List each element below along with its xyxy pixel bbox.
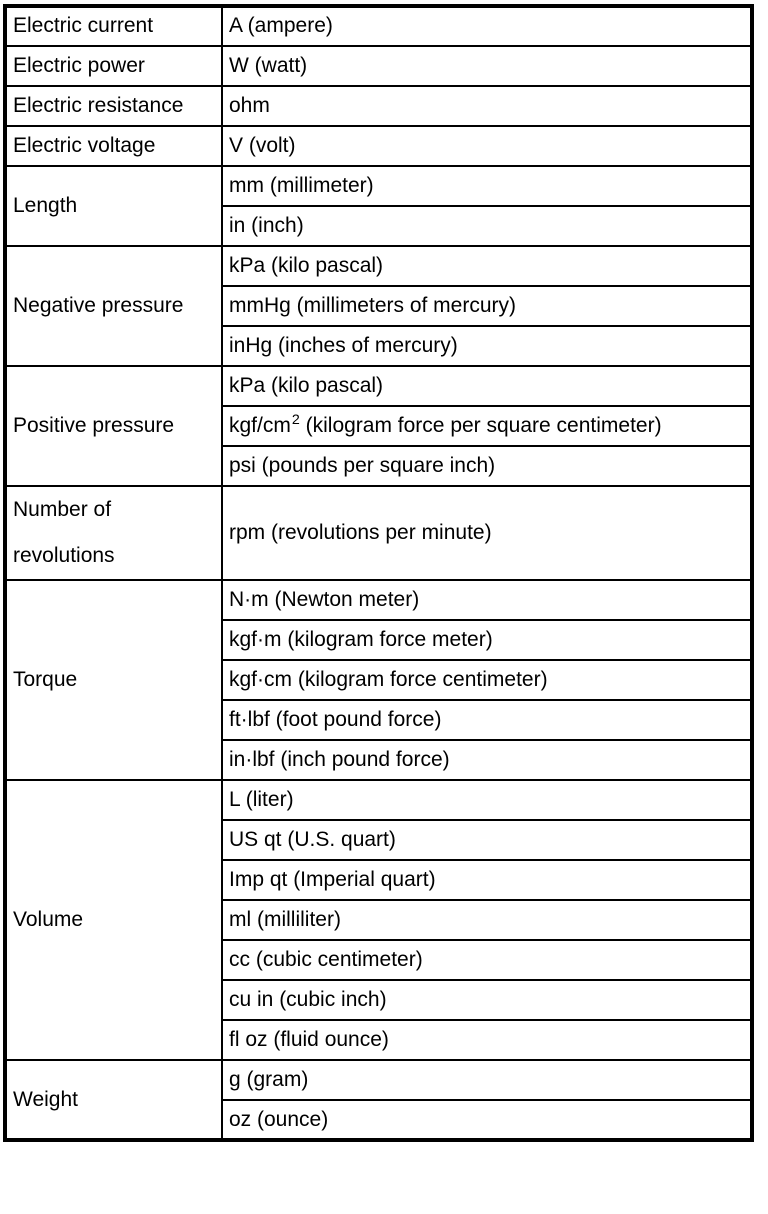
unit-text: kgf·cm (kilogram force centimeter)	[229, 668, 548, 692]
unit-cell: kgf·cm (kilogram force centimeter)	[221, 659, 753, 702]
unit-cell: ft·lbf (foot pound force)	[221, 699, 753, 742]
table-row: psi (pounds per square inch)	[5, 445, 753, 487]
category-label: Number of revolutions	[4, 484, 223, 582]
table-row: ml (milliliter)	[5, 899, 753, 942]
unit-cell: fl oz (fluid ounce)	[221, 1019, 753, 1062]
unit-text: mm (millimeter)	[229, 173, 374, 197]
table-row: kgf·m (kilogram force meter)	[5, 619, 753, 662]
table-row: Electric current A (ampere)	[4, 5, 753, 47]
unit-cell: in·lbf (inch pound force)	[221, 739, 753, 782]
table-row: oz (ounce)	[5, 1099, 753, 1142]
category-label: Volume	[4, 779, 223, 1062]
unit-cell: ml (milliliter)	[221, 899, 753, 942]
unit-text: psi (pounds per square inch)	[229, 453, 496, 477]
unit-cell: Imp qt (Imperial quart)	[221, 859, 753, 902]
unit-text: inHg (inches of mercury)	[229, 333, 458, 357]
units-table-container: Electric current A (ampere) Electric power…	[3, 4, 754, 1143]
unit-cell: US qt (U.S. quart)	[221, 819, 753, 862]
unit-text: US qt (U.S. quart)	[229, 828, 396, 852]
unit-text: rpm (revolutions per minute)	[229, 521, 492, 545]
unit-cell: g (gram)	[221, 1059, 753, 1102]
table-row: Electric resistance ohm	[4, 85, 753, 127]
table-row: Torque N·m (Newton meter)	[4, 579, 753, 782]
unit-text: W (watt)	[229, 53, 308, 77]
unit-text: ft·lbf (foot pound force)	[229, 708, 442, 732]
category-label: Electric power	[4, 45, 223, 87]
category-label: Weight	[4, 1059, 223, 1142]
table-row: fl oz (fluid ounce)	[5, 1019, 753, 1062]
table-row: Number of revolutions rpm (revolutions pe…	[4, 484, 753, 582]
table-row: Imp qt (Imperial quart)	[5, 859, 753, 902]
unit-cell: kgf/cm2 (kilogram force per square centi…	[221, 405, 753, 447]
unit-cell: kPa (kilo pascal)	[221, 365, 753, 407]
unit-text: g (gram)	[229, 1068, 309, 1092]
category-label: Negative pressure	[4, 245, 223, 367]
unit-cell: psi (pounds per square inch)	[221, 445, 753, 487]
unit-cell: kgf·m (kilogram force meter)	[221, 619, 753, 662]
unit-cell: mmHg (millimeters of mercury)	[221, 285, 753, 327]
unit-text-superscript: 2	[291, 411, 300, 428]
category-label: Electric current	[4, 5, 223, 47]
table-row: mmHg (millimeters of mercury)	[5, 285, 753, 327]
category-label: Electric resistance	[4, 85, 223, 127]
unit-text: kPa (kilo pascal)	[229, 253, 384, 277]
table-row: Electric voltage V (volt)	[4, 125, 753, 167]
unit-cell: A (ampere)	[221, 5, 753, 47]
table-row: Length mm (millimeter)	[4, 165, 753, 247]
category-label: Positive pressure	[4, 365, 223, 487]
unit-text: N·m (Newton meter)	[229, 588, 420, 612]
table-row: cu in (cubic inch)	[5, 979, 753, 1022]
category-label: Electric voltage	[4, 125, 223, 167]
unit-text: V (volt)	[229, 133, 296, 157]
unit-text: oz (ounce)	[229, 1107, 329, 1131]
table-row: Volume L (liter)	[4, 779, 753, 1062]
table-row: in (inch)	[5, 205, 753, 247]
table-row: inHg (inches of mercury)	[5, 325, 753, 367]
unit-text: mmHg (millimeters of mercury)	[229, 293, 517, 317]
table-row: kgf·cm (kilogram force centimeter)	[5, 659, 753, 702]
unit-cell: rpm (revolutions per minute)	[221, 484, 753, 582]
category-label: Length	[4, 165, 223, 247]
table-row: Positive pressure kPa (kilo pascal)	[4, 365, 753, 487]
category-label: Torque	[4, 579, 223, 782]
table-row: kgf/cm2 (kilogram force per square centi…	[5, 405, 753, 447]
unit-text: cu in (cubic inch)	[229, 988, 387, 1012]
table-row: US qt (U.S. quart)	[5, 819, 753, 862]
table-row: ft·lbf (foot pound force)	[5, 699, 753, 742]
unit-cell: V (volt)	[221, 125, 753, 167]
unit-cell: cu in (cubic inch)	[221, 979, 753, 1022]
unit-text: kgf·m (kilogram force meter)	[229, 628, 493, 652]
unit-text: ohm	[229, 93, 270, 117]
unit-text: Imp qt (Imperial quart)	[229, 868, 436, 892]
unit-cell: W (watt)	[221, 45, 753, 87]
unit-text: ml (milliliter)	[229, 908, 341, 932]
unit-text-rest: (kilogram force per square centimeter)	[299, 413, 662, 437]
unit-cell: mm (millimeter)	[221, 165, 753, 207]
unit-cell: kPa (kilo pascal)	[221, 245, 753, 287]
table-row: in·lbf (inch pound force)	[5, 739, 753, 782]
unit-text: cc (cubic centimeter)	[229, 948, 423, 972]
unit-cell: ohm	[221, 85, 753, 127]
table-row: Weight g (gram)	[4, 1059, 753, 1142]
table-row: Electric power W (watt)	[4, 45, 753, 87]
unit-text: A (ampere)	[229, 14, 333, 38]
unit-cell: cc (cubic centimeter)	[221, 939, 753, 982]
unit-text: kPa (kilo pascal)	[229, 373, 384, 397]
unit-cell: inHg (inches of mercury)	[221, 325, 753, 367]
units-table: Electric current A (ampere) Electric power…	[3, 4, 754, 1143]
unit-cell: in (inch)	[221, 205, 753, 247]
table-row: Negative pressure kPa (kilo pascal)	[4, 245, 753, 367]
unit-cell: L (liter)	[221, 779, 753, 822]
unit-cell: oz (ounce)	[221, 1099, 753, 1142]
unit-text-base: kgf/cm	[229, 413, 291, 437]
table-row: cc (cubic centimeter)	[5, 939, 753, 982]
unit-text: in (inch)	[229, 213, 304, 237]
unit-text: L (liter)	[229, 788, 294, 812]
unit-text: fl oz (fluid ounce)	[229, 1028, 389, 1052]
unit-text: in·lbf (inch pound force)	[229, 748, 450, 772]
unit-cell: N·m (Newton meter)	[221, 579, 753, 622]
